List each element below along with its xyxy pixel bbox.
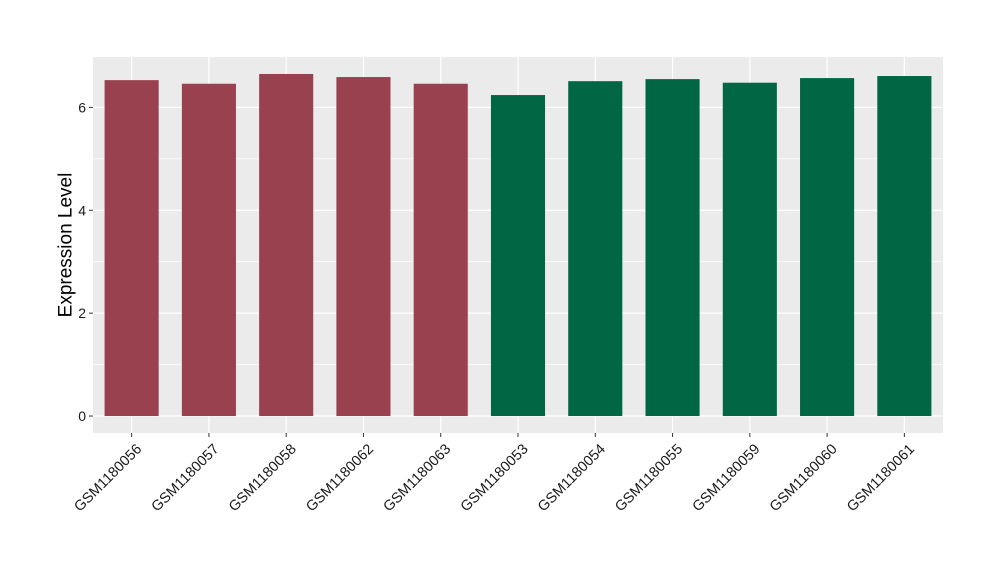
y-axis-title: Expression Level <box>56 173 77 318</box>
x-tick-label: GSM1180063 <box>381 441 455 515</box>
x-tick-label: GSM1180053 <box>458 441 532 515</box>
bar-GSM1180060 <box>800 78 855 417</box>
bar-GSM1180063 <box>413 83 468 417</box>
x-tick-label: GSM1180060 <box>767 441 841 515</box>
x-tick-label: GSM1180056 <box>71 441 145 515</box>
y-tick-label: 2 <box>78 305 86 321</box>
bar-GSM1180057 <box>181 83 236 417</box>
bar-GSM1180062 <box>336 77 391 417</box>
x-tick-label: GSM1180059 <box>690 441 764 515</box>
y-tick-label: 6 <box>78 99 86 115</box>
y-tick-label: 0 <box>78 408 86 424</box>
y-axis: 0 2 4 6 <box>78 99 93 424</box>
x-axis: GSM1180056 GSM1180057 GSM1180058 GSM1180062… <box>71 433 918 515</box>
bar-GSM1180053 <box>490 95 546 417</box>
bar-GSM1180058 <box>259 73 314 417</box>
x-tick-label: GSM1180057 <box>149 441 223 515</box>
bar-GSM1180061 <box>877 76 932 417</box>
bar-GSM1180055 <box>645 79 700 417</box>
bars <box>104 73 932 417</box>
bar-GSM1180054 <box>568 81 623 417</box>
x-tick-label: GSM1180054 <box>535 441 609 515</box>
bar-GSM1180059 <box>722 82 777 417</box>
bar-GSM1180056 <box>104 80 159 417</box>
x-tick-label: GSM1180055 <box>612 441 686 515</box>
x-tick-label: GSM1180062 <box>303 441 377 515</box>
x-tick-label: GSM1180061 <box>844 441 918 515</box>
x-tick-label: GSM1180058 <box>226 441 300 515</box>
y-tick-label: 4 <box>78 202 86 218</box>
